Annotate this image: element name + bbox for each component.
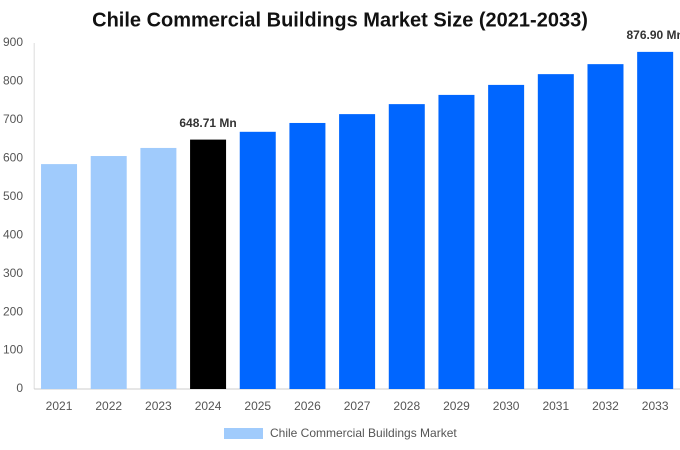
- y-tick-label: 400: [3, 227, 23, 241]
- bar: [339, 114, 376, 389]
- x-tick-label: 2028: [393, 399, 420, 413]
- bar: [140, 147, 177, 389]
- value-label: 648.71 Mn: [179, 116, 236, 130]
- bar: [90, 156, 127, 389]
- x-tick-label: 2033: [642, 399, 669, 413]
- x-tick-label: 2022: [95, 399, 122, 413]
- legend-label: Chile Commercial Buildings Market: [270, 426, 457, 440]
- x-tick-label: 2032: [592, 399, 619, 413]
- x-tick-label: 2029: [443, 399, 470, 413]
- y-tick-label: 500: [3, 189, 23, 203]
- y-tick-label: 700: [3, 112, 23, 126]
- bar: [190, 139, 227, 389]
- bar: [289, 122, 326, 389]
- y-tick-label: 200: [3, 304, 23, 318]
- bar: [388, 104, 425, 390]
- x-tick-label: 2025: [244, 399, 271, 413]
- bar: [239, 131, 276, 389]
- y-tick-label: 800: [3, 74, 23, 88]
- x-tick-label: 2030: [493, 399, 520, 413]
- legend-swatch: [224, 428, 263, 439]
- y-tick-label: 900: [3, 35, 23, 49]
- bar: [587, 64, 624, 390]
- y-tick-label: 300: [3, 266, 23, 280]
- y-tick-label: 600: [3, 151, 23, 165]
- y-tick-label: 100: [3, 343, 23, 357]
- x-tick-label: 2021: [46, 399, 73, 413]
- bar: [488, 84, 525, 389]
- x-tick-label: 2031: [542, 399, 569, 413]
- x-tick-label: 2027: [344, 399, 371, 413]
- x-tick-label: 2026: [294, 399, 321, 413]
- bar: [41, 164, 78, 389]
- bar: [537, 74, 574, 389]
- y-tick-label: 0: [16, 381, 23, 395]
- x-tick-label: 2023: [145, 399, 172, 413]
- chart-title: Chile Commercial Buildings Market Size (…: [92, 9, 588, 31]
- bar: [438, 94, 475, 390]
- bar: [637, 51, 674, 389]
- x-tick-label: 2024: [195, 399, 222, 413]
- value-label: 876.90 Mn: [626, 28, 680, 42]
